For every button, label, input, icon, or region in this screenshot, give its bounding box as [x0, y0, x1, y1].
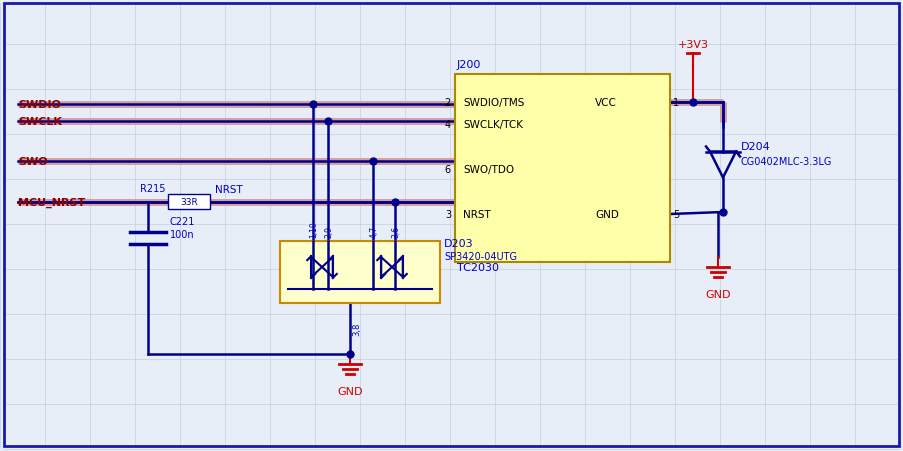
Text: 3,8: 3,8	[351, 322, 360, 336]
Text: TC2030: TC2030	[457, 262, 498, 272]
Text: MCU_NRST: MCU_NRST	[18, 198, 85, 207]
Text: SWCLK/TCK: SWCLK/TCK	[462, 120, 523, 130]
Text: C221: C221	[170, 216, 195, 226]
Text: 100n: 100n	[170, 230, 194, 239]
Text: J200: J200	[457, 60, 480, 70]
Text: NRST: NRST	[215, 184, 243, 194]
Text: 4: 4	[444, 120, 451, 130]
Text: SWDIO: SWDIO	[18, 100, 61, 110]
Text: SWO: SWO	[18, 156, 48, 166]
Text: 4,7: 4,7	[369, 226, 378, 238]
Text: NRST: NRST	[462, 210, 490, 220]
Text: 6: 6	[444, 165, 451, 175]
Text: GND: GND	[704, 290, 730, 299]
Text: R215: R215	[140, 184, 166, 193]
Text: +3V3: +3V3	[676, 40, 708, 50]
Text: 33R: 33R	[180, 198, 198, 207]
Text: 1: 1	[672, 98, 678, 108]
Text: SP3420-04UTG: SP3420-04UTG	[443, 252, 517, 262]
Bar	[168, 194, 209, 210]
Text: 5: 5	[672, 210, 678, 220]
Text: GND: GND	[337, 386, 362, 396]
Bar	[280, 241, 440, 304]
Text: GND: GND	[594, 210, 619, 220]
Text: 3: 3	[444, 210, 451, 220]
Text: VCC: VCC	[594, 98, 616, 108]
Text: 2,9: 2,9	[324, 226, 333, 238]
Text: 3,6: 3,6	[391, 226, 400, 238]
Text: SWO/TDO: SWO/TDO	[462, 165, 514, 175]
Text: SWDIO/TMS: SWDIO/TMS	[462, 98, 524, 108]
Text: 1,10: 1,10	[309, 221, 318, 238]
Text: 2: 2	[444, 98, 451, 108]
Text: D204: D204	[740, 142, 770, 152]
Text: D203: D203	[443, 239, 473, 249]
Bar	[454, 75, 669, 262]
Text: SWCLK: SWCLK	[18, 117, 61, 127]
Text: CG0402MLC-3.3LG: CG0402MLC-3.3LG	[740, 157, 832, 167]
